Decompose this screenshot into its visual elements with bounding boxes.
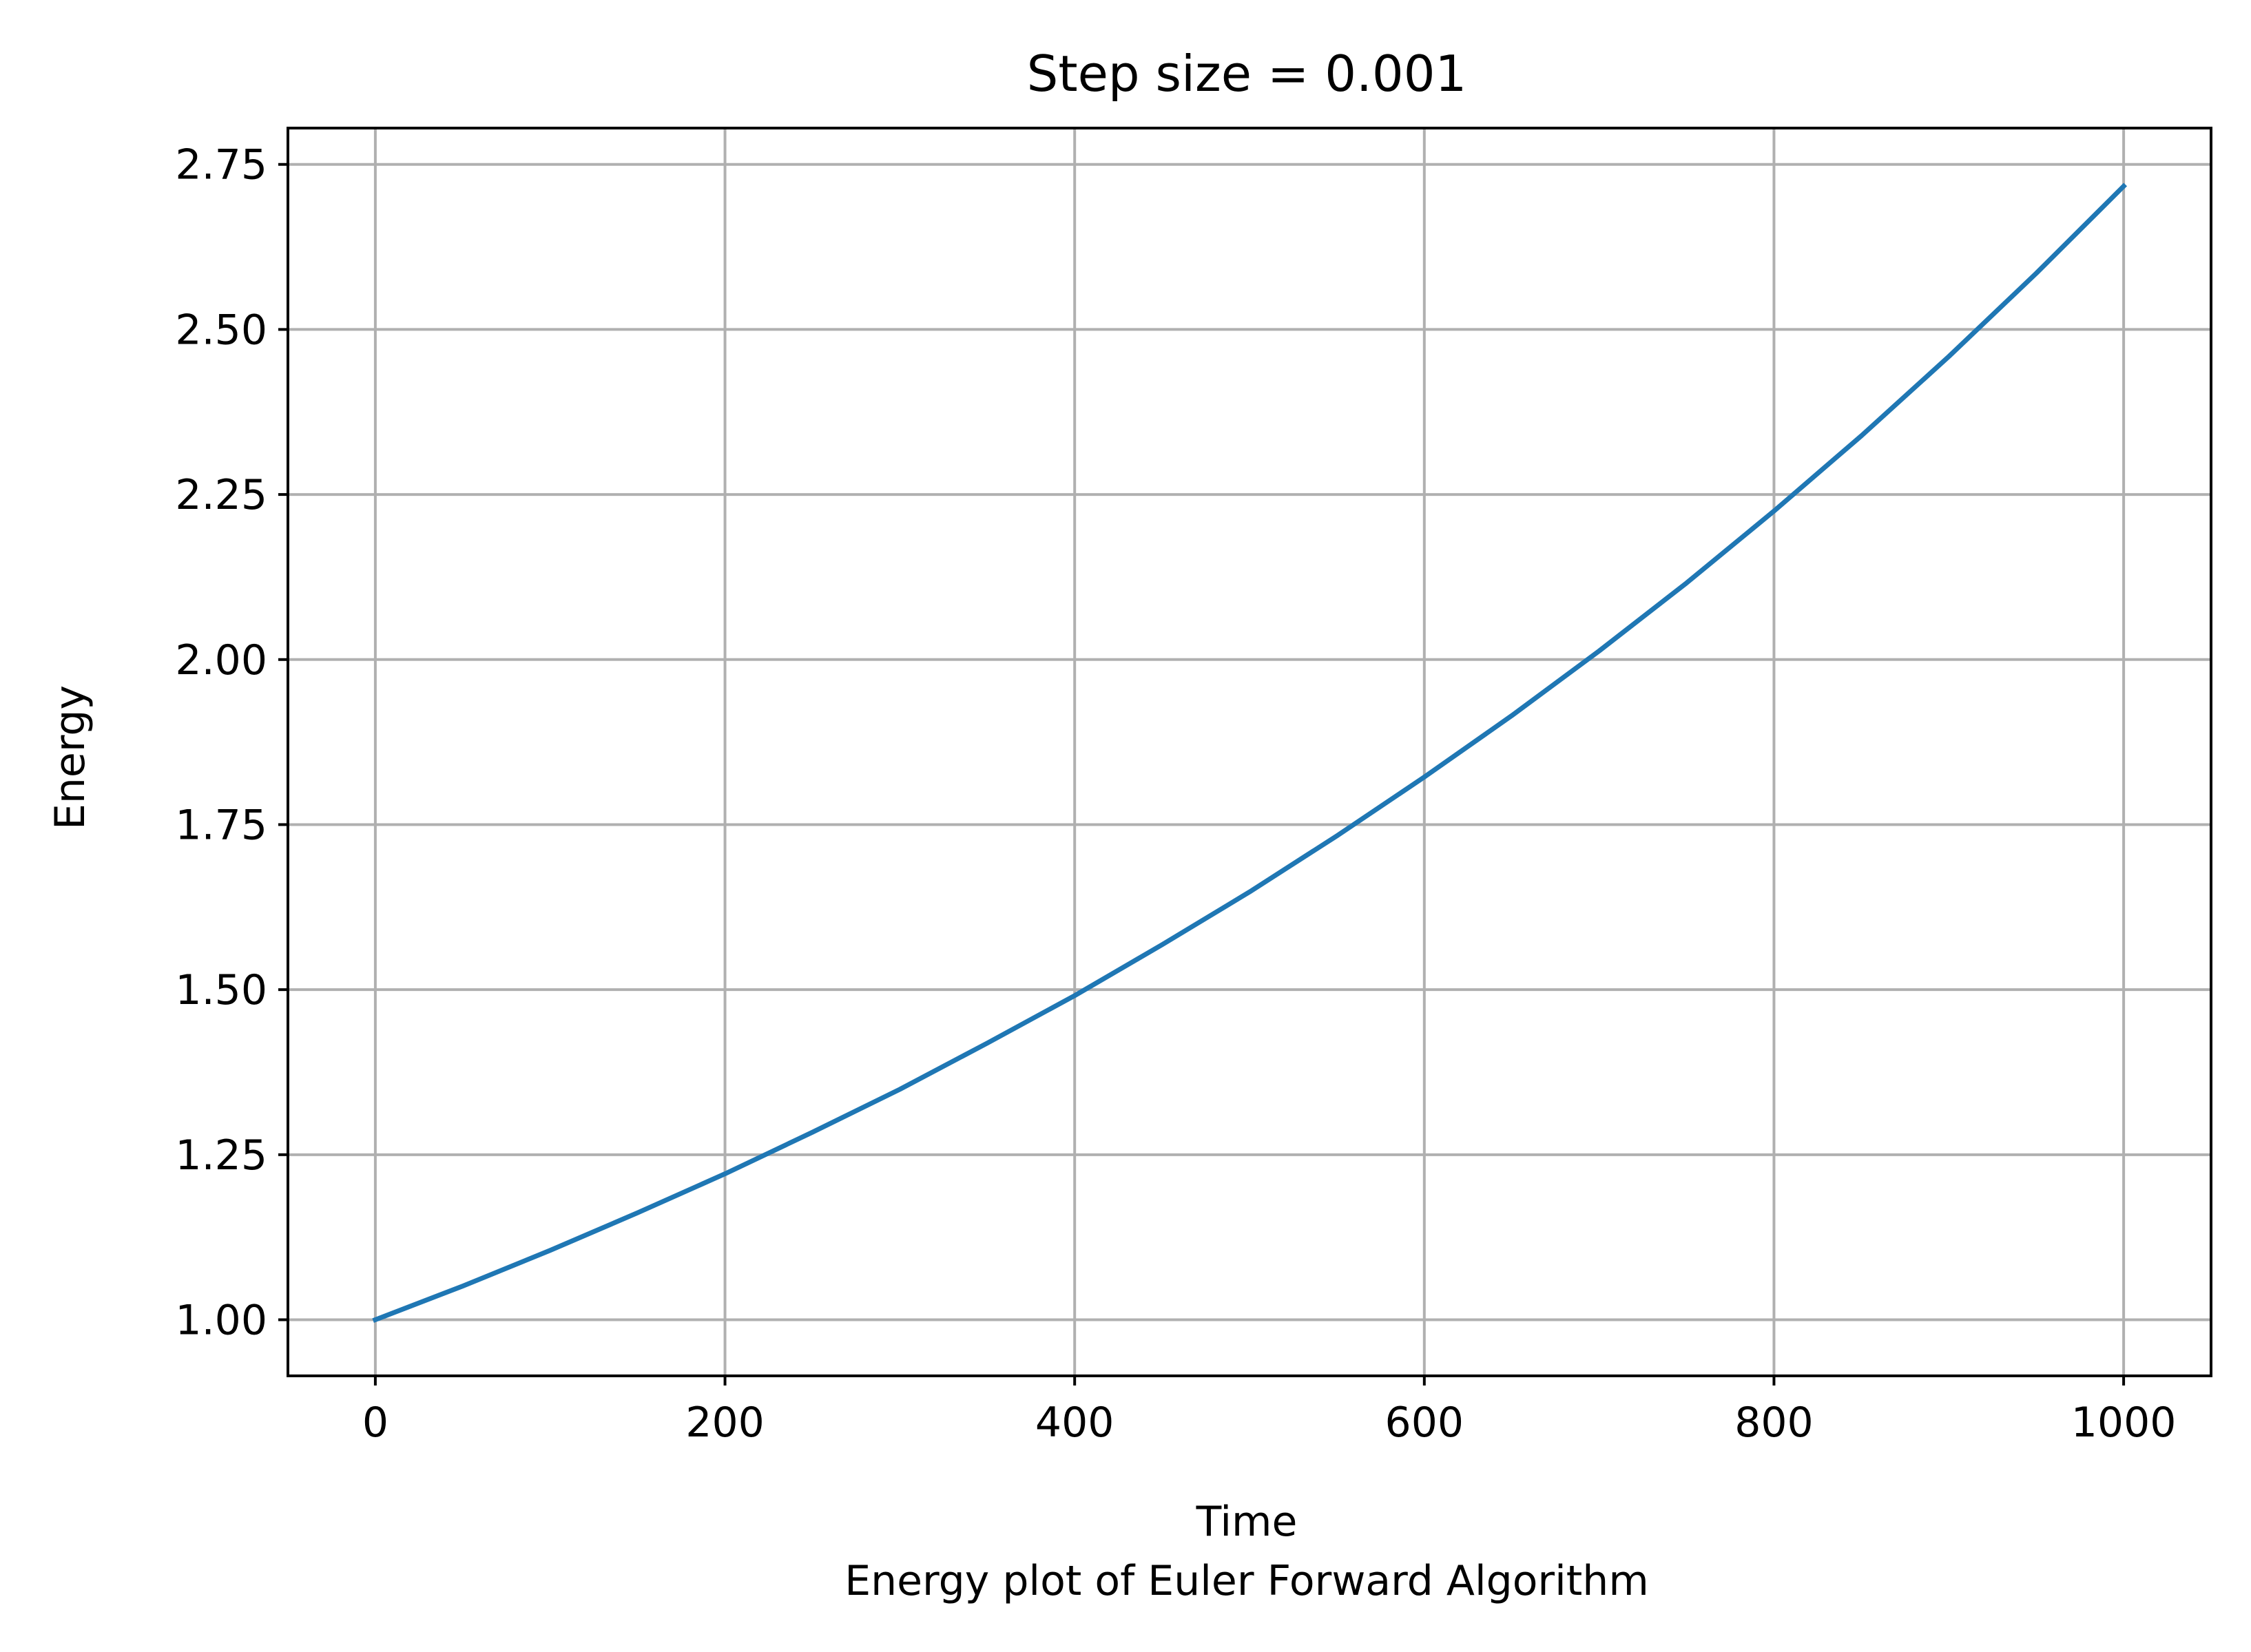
y-tick-label: 2.50 [175,306,267,354]
y-tick-label: 1.75 [175,801,267,849]
y-tick-label: 1.00 [175,1297,267,1345]
grid-lines [288,128,2211,1376]
energy-series-line [372,182,2128,1324]
x-tick-label: 200 [685,1399,765,1447]
chart-title: Step size = 0.001 [1027,45,1467,103]
x-tick-label: 800 [1734,1399,1814,1447]
x-tick-label: 0 [362,1399,388,1447]
y-tick-label: 2.25 [175,471,267,519]
x-tick-label: 400 [1035,1399,1114,1447]
y-tick-label: 2.00 [175,636,267,684]
x-tick-label: 600 [1385,1399,1464,1447]
y-tick-label: 1.50 [175,966,267,1014]
x-tick-label: 1000 [2071,1399,2177,1447]
x-axis-label: Time [1196,1498,1298,1546]
data-series [372,182,2128,1324]
y-tick-label: 2.75 [175,141,267,189]
axis-ticks: 0 200 400 600 800 1000 1.00 1.25 1.50 1.75 2.00 2.2… [175,141,2176,1447]
y-tick-label: 1.25 [175,1131,267,1180]
plot-frame [287,127,2212,1377]
y-axis-label: Energy [46,685,94,830]
chart-caption: Energy plot of Euler Forward Algorithm [844,1557,1649,1605]
